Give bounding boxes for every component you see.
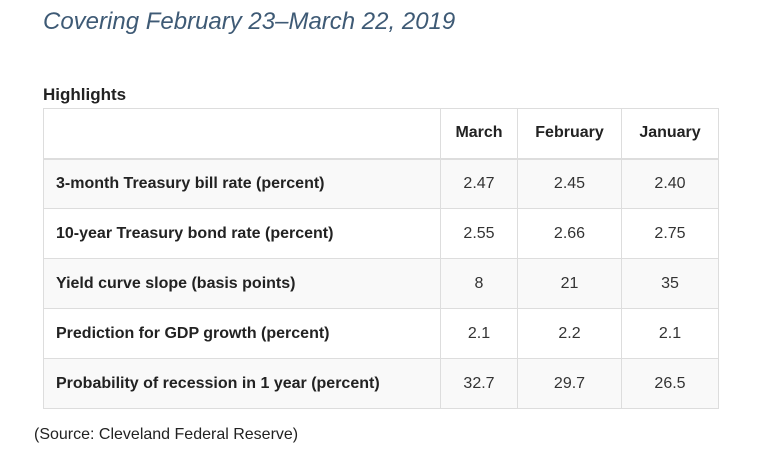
table-row: 10-year Treasury bond rate (percent) 2.5… [43,208,719,259]
cell-january: 2.40 [621,158,719,209]
cell-january: 2.1 [621,308,719,359]
header-february: February [517,108,622,160]
cell-march: 2.55 [440,208,518,259]
highlights-table: March February January 3-month Treasury … [43,108,719,409]
cell-march: 32.7 [440,358,518,409]
cell-january: 35 [621,258,719,309]
source-note: (Source: Cleveland Federal Reserve) [34,426,299,443]
row-label: 3-month Treasury bill rate (percent) [43,158,441,209]
cell-january: 26.5 [621,358,719,409]
row-label: Yield curve slope (basis points) [43,258,441,309]
row-label: Probability of recession in 1 year (perc… [43,358,441,409]
header-label-column [43,108,441,160]
cell-march: 2.47 [440,158,518,209]
cell-february: 2.2 [517,308,622,359]
table-row: Yield curve slope (basis points) 8 21 35 [43,258,719,309]
table-caption: Highlights [43,85,127,104]
table-header-row: March February January [43,108,719,160]
cell-february: 2.66 [517,208,622,259]
table-row: Probability of recession in 1 year (perc… [43,358,719,409]
cell-march: 8 [440,258,518,309]
cell-february: 21 [517,258,622,309]
cell-march: 2.1 [440,308,518,359]
page-subtitle: Covering February 23–March 22, 2019 [43,8,456,35]
header-january: January [621,108,719,160]
table-row: Prediction for GDP growth (percent) 2.1 … [43,308,719,359]
cell-february: 29.7 [517,358,622,409]
header-march: March [440,108,518,160]
cell-january: 2.75 [621,208,719,259]
row-label: Prediction for GDP growth (percent) [43,308,441,359]
row-label: 10-year Treasury bond rate (percent) [43,208,441,259]
cell-february: 2.45 [517,158,622,209]
table-row: 3-month Treasury bill rate (percent) 2.4… [43,158,719,209]
